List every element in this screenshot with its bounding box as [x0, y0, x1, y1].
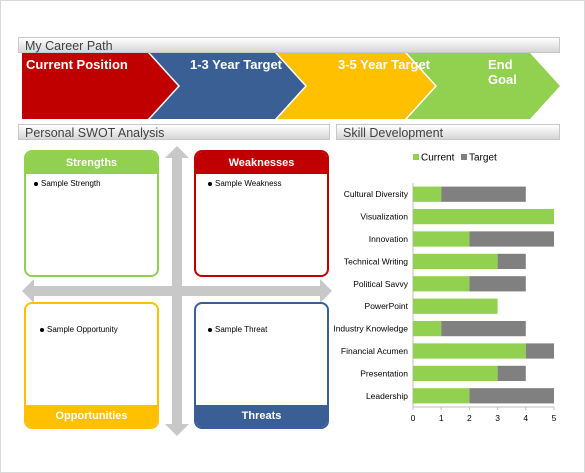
swot-weaknesses-header: Weaknesses: [196, 152, 327, 174]
swot-strengths-header: Strengths: [26, 152, 157, 174]
swot-opportunities-header: Opportunities: [26, 405, 157, 427]
y-category-label: Political Savvy: [353, 279, 409, 289]
swot-threats-label: Threats: [241, 410, 282, 422]
legend-label-target: Target: [469, 153, 497, 164]
chevron-1-3-year[interactable]: [150, 53, 305, 119]
swot-opportunities-box: Sample Opportunity Opportunities: [24, 302, 159, 429]
y-category-label: Presentation: [360, 368, 408, 378]
bar-current-political-savvy: [413, 276, 470, 292]
chevron-label-1-3: 1-3 Year Target: [190, 57, 283, 72]
bar-target-cultural-diversity: [441, 186, 526, 202]
skills-header: Skill Development: [336, 124, 560, 140]
swot-header: Personal SWOT Analysis: [18, 124, 330, 140]
swot-axis-arrows: [22, 146, 332, 436]
bar-current-technical-writing: [413, 253, 498, 270]
bar-target-leadership: [469, 388, 554, 404]
chevron-current-position[interactable]: [22, 53, 178, 119]
x-tick-label: 1: [439, 413, 444, 423]
y-category-label: Innovation: [369, 234, 408, 244]
swot-weaknesses-box: Weaknesses Sample Weakness: [194, 150, 329, 277]
swot-threats-box: Sample Threat Threats: [194, 302, 329, 429]
bar-target-innovation: [469, 231, 554, 247]
y-category-label: Leadership: [366, 391, 408, 401]
y-category-label: Visualization: [360, 212, 408, 222]
career-path-title: My Career Path: [25, 39, 113, 53]
x-tick-label: 3: [495, 413, 500, 423]
y-category-label: Technical Writing: [344, 256, 408, 266]
bullet-icon: [34, 181, 38, 186]
bar-current-financial-acumen: [413, 343, 526, 359]
x-tick-label: 0: [411, 413, 416, 423]
swot-threats-header: Threats: [196, 405, 327, 427]
bar-current-visualization: [413, 208, 554, 225]
swot-title: Personal SWOT Analysis: [25, 126, 165, 140]
swot-opportunities-label: Opportunities: [55, 410, 128, 422]
legend-label-current: Current: [421, 153, 455, 164]
bar-current-cultural-diversity: [413, 186, 442, 202]
chevron-end-goal[interactable]: [407, 53, 560, 119]
swot-weaknesses-item: Sample Weakness: [208, 179, 282, 188]
swot-strengths-box: Strengths Sample Strength: [24, 150, 159, 277]
bar-current-presentation: [413, 365, 498, 382]
x-tick-label: 4: [523, 413, 528, 423]
swot-strengths-label: Strengths: [65, 157, 118, 169]
x-tick-label: 2: [467, 413, 472, 423]
y-category-label: Financial Acumen: [341, 346, 408, 356]
career-path-header: My Career Path: [18, 37, 560, 53]
bar-target-technical-writing: [497, 253, 526, 270]
chevron-label-end-1: End: [488, 57, 513, 72]
legend-swatch-target: [461, 154, 467, 160]
chevron-label-current: Current Position: [26, 57, 128, 72]
bullet-icon: [208, 181, 212, 186]
chevron-label-3-5: 3-5 Year Target: [338, 57, 431, 72]
bar-current-leadership: [413, 388, 470, 404]
swot-strengths-item: Sample Strength: [34, 179, 101, 188]
swot-threats-item: Sample Threat: [208, 325, 267, 334]
chevron-label-end-2: Goal: [488, 72, 517, 87]
bar-current-innovation: [413, 231, 470, 247]
bar-target-industry-knowledge: [441, 320, 526, 337]
x-tick-label: 5: [552, 413, 557, 423]
y-category-label: PowerPoint: [365, 301, 409, 311]
bullet-icon: [208, 327, 212, 332]
bar-current-industry-knowledge: [413, 320, 442, 337]
skill-development-chart: Current Target 0 1 2 3 4 5 Cultural Diversity Vis…: [333, 153, 557, 424]
bar-target-financial-acumen: [525, 343, 554, 359]
chevron-3-5-year[interactable]: [277, 53, 435, 119]
bar-target-presentation: [497, 365, 526, 382]
bar-target-political-savvy: [469, 276, 526, 292]
bar-current-powerpoint: [413, 298, 498, 314]
career-path-chevrons: [22, 53, 560, 119]
legend-swatch-current: [413, 154, 419, 160]
swot-opportunities-item: Sample Opportunity: [40, 325, 118, 334]
skills-title: Skill Development: [343, 126, 444, 140]
bullet-icon: [40, 327, 44, 332]
y-category-label: Cultural Diversity: [344, 189, 409, 199]
swot-weaknesses-label: Weaknesses: [228, 157, 295, 169]
y-category-label: Industry Knowledge: [333, 324, 408, 334]
